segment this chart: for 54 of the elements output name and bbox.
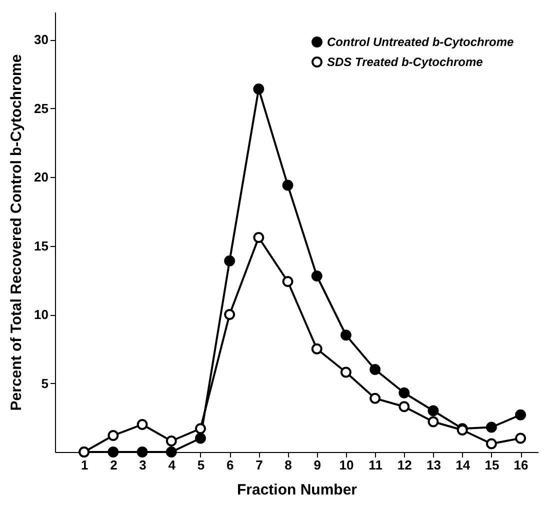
y-tick-label: 15: [34, 238, 48, 254]
y-tick-label: 20: [34, 170, 48, 184]
x-tick-label: 6: [226, 458, 234, 472]
point: [486, 438, 497, 450]
y-tick-label: 10: [34, 307, 48, 322]
legend-label: Control Untreated b-Cytochrome: [327, 35, 514, 49]
x-tick-label: 3: [139, 458, 146, 472]
x-tick-label: 13: [426, 458, 441, 472]
point: [195, 423, 206, 434]
x-tick-label: 15: [484, 458, 500, 472]
x-axis-title: Fraction Number: [236, 482, 358, 498]
point: [311, 270, 322, 282]
x-tick-label: 1: [80, 458, 88, 472]
point: [166, 436, 177, 446]
point: [311, 343, 322, 354]
point: [515, 409, 526, 420]
point: [136, 446, 148, 458]
x-tick-label: 16: [514, 458, 528, 472]
point: [282, 180, 294, 191]
x-tick-label: 12: [397, 458, 412, 472]
point: [428, 405, 439, 416]
point: [370, 364, 381, 375]
point: [398, 401, 410, 412]
point: [166, 446, 177, 458]
x-tick-label: 8: [284, 458, 292, 472]
x-tick-label: 14: [456, 458, 471, 472]
x-tick-label: 7: [256, 458, 263, 472]
point: [282, 276, 294, 287]
y-tick-label: 5: [41, 376, 48, 391]
point: [224, 309, 236, 320]
y-tick-label: 30: [34, 32, 48, 47]
point: [340, 366, 352, 378]
y-axis-title: Percent of Total Recovered Control b-Cytochrome: [8, 54, 26, 411]
y-tick-label: 25: [34, 100, 48, 116]
point: [398, 387, 410, 398]
point: [108, 446, 119, 458]
point: [108, 430, 119, 441]
point: [195, 432, 206, 444]
point: [486, 422, 497, 433]
point: [224, 255, 236, 266]
x-tick-label: 2: [110, 458, 118, 472]
legend-label: SDS Treated b-Cytochrome: [327, 55, 484, 69]
x-tick-label: 5: [197, 458, 205, 472]
point: [253, 232, 264, 243]
point: [340, 330, 352, 341]
point: [370, 392, 381, 404]
x-tick-label: 9: [314, 458, 321, 472]
x-tick-label: 11: [368, 458, 382, 472]
point: [136, 419, 148, 430]
point: [515, 432, 526, 444]
point: [428, 416, 439, 428]
x-tick-label: 10: [339, 458, 354, 472]
point: [253, 84, 264, 94]
x-tick-label: 4: [168, 458, 176, 472]
